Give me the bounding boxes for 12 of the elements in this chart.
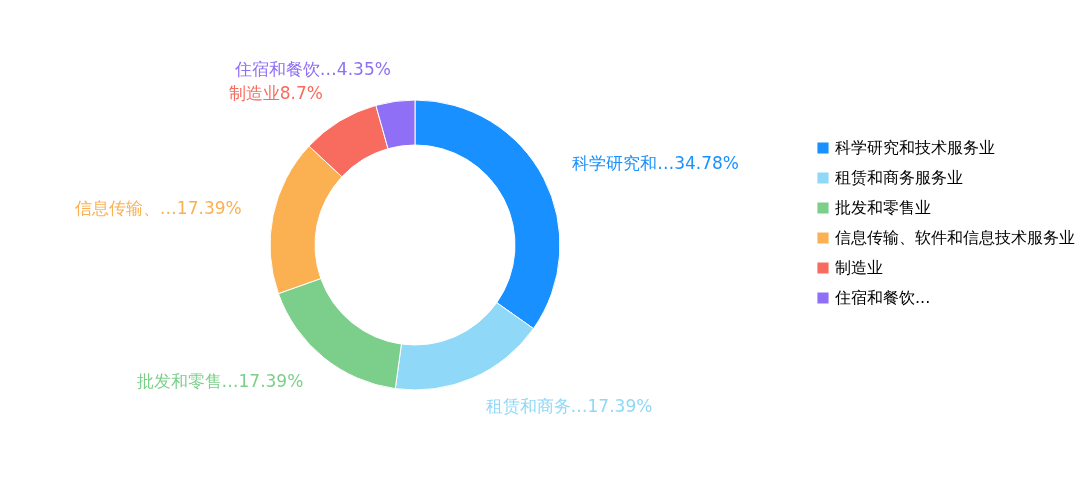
legend-label: 科学研究和技术服务业 [835,138,995,157]
legend-label: 制造业 [835,258,883,277]
legend-label: 租赁和商务服务业 [835,168,963,187]
legend-label: 住宿和餐饮... [834,288,931,307]
legend-label: 信息传输、软件和信息技术服务业 [835,228,1075,247]
legend-label: 批发和零售业 [835,198,931,217]
data-label: 租赁和商务…17.39% [485,396,653,417]
data-label: 住宿和餐饮…4.35% [233,58,391,79]
data-label: 信息传输、…17.39% [74,198,242,219]
data-label: 批发和零售…17.39% [136,371,304,392]
data-label: 科学研究和…34.78% [572,152,739,173]
data-label: 制造业8.7% [228,82,323,103]
